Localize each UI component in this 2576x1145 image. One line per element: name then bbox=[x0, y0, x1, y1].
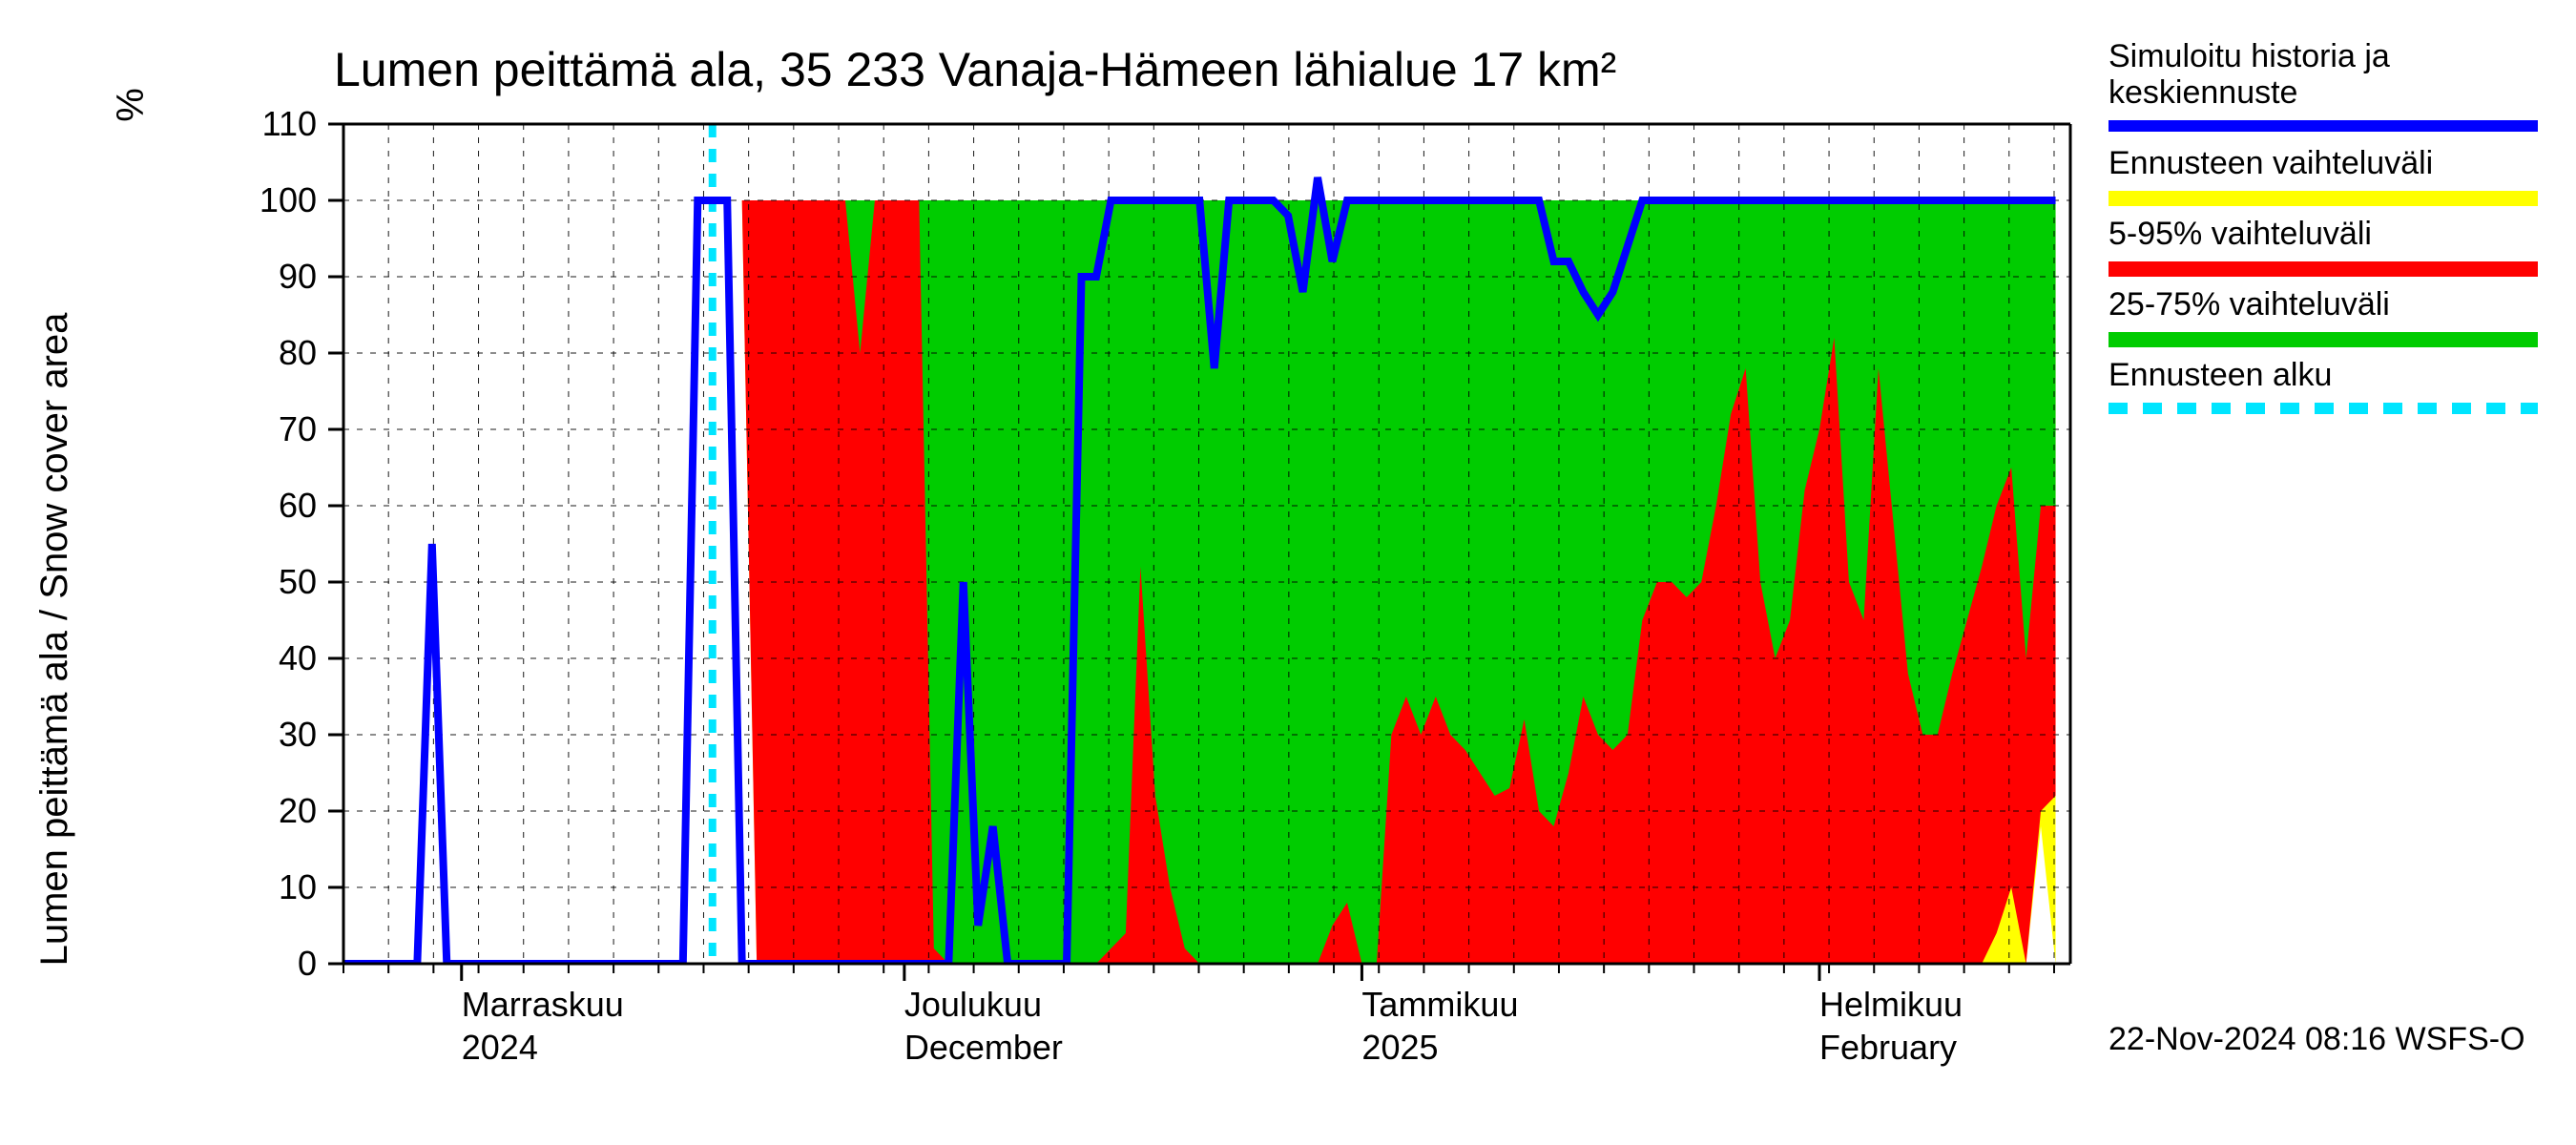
chart-root: 0 10 20 30 40 50 60 70 80 90 100 110 Marraskuu 2024 Jo… bbox=[0, 0, 2576, 1145]
chart-svg: 0 10 20 30 40 50 60 70 80 90 100 110 Marraskuu 2024 Jo… bbox=[0, 0, 2576, 1145]
ytick-label: 0 bbox=[298, 944, 317, 983]
ytick-label: 80 bbox=[279, 333, 317, 372]
ytick-label: 40 bbox=[279, 638, 317, 677]
legend-label: 25-75% vaihteluväli bbox=[2109, 286, 2390, 323]
ytick-label: 100 bbox=[260, 180, 317, 219]
xtick-label-1: Marraskuu bbox=[462, 985, 624, 1024]
legend-label: Ennusteen alku bbox=[2109, 357, 2332, 393]
ytick-label: 60 bbox=[279, 486, 317, 525]
ytick-label: 10 bbox=[279, 867, 317, 906]
ytick-label: 50 bbox=[279, 562, 317, 601]
xtick-label-2: December bbox=[904, 1028, 1063, 1067]
xtick-label-1: Joulukuu bbox=[904, 985, 1042, 1024]
ytick-label: 70 bbox=[279, 409, 317, 448]
ytick-label: 20 bbox=[279, 791, 317, 830]
xtick-label-1: Tammikuu bbox=[1361, 985, 1518, 1024]
xtick-label-2: 2024 bbox=[462, 1028, 538, 1067]
legend-swatch bbox=[2109, 332, 2538, 347]
ytick-label: 110 bbox=[262, 104, 317, 143]
xtick-label-2: 2025 bbox=[1361, 1028, 1438, 1067]
y-axis-label: Lumen peittämä ala / Snow cover area bbox=[33, 312, 75, 967]
legend-swatch bbox=[2109, 261, 2538, 277]
legend-swatch bbox=[2109, 191, 2538, 206]
y-axis-unit: % bbox=[110, 88, 152, 122]
footer-timestamp: 22-Nov-2024 08:16 WSFS-O bbox=[2109, 1021, 2525, 1057]
ytick-label: 90 bbox=[279, 257, 317, 296]
xtick-label-1: Helmikuu bbox=[1819, 985, 1963, 1024]
legend-label: Simuloitu historia ja bbox=[2109, 38, 2390, 74]
ytick-label: 30 bbox=[279, 715, 317, 754]
xtick-label-2: February bbox=[1819, 1028, 1957, 1067]
legend-label: 5-95% vaihteluväli bbox=[2109, 216, 2372, 252]
chart-title: Lumen peittämä ala, 35 233 Vanaja-Hämeen… bbox=[334, 43, 1616, 96]
legend-label: Ennusteen vaihteluväli bbox=[2109, 145, 2433, 181]
legend-label: keskiennuste bbox=[2109, 74, 2297, 111]
